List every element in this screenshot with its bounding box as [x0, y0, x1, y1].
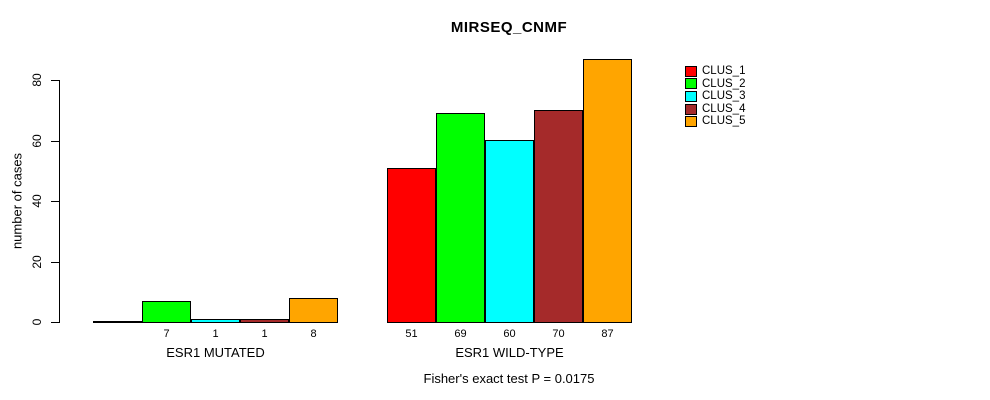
y-axis-tick [51, 80, 59, 81]
chart-title: MIRSEQ_CNMF [450, 19, 568, 36]
legend-swatch-clus_2 [685, 78, 697, 90]
y-axis-tick-label: 60 [30, 134, 44, 148]
y-axis-tick-label: 0 [30, 318, 44, 326]
legend-label-clus_1: CLUS_1 [702, 65, 746, 77]
bar-clus-2-esr1-wild-type [436, 113, 485, 323]
y-axis-line [59, 80, 60, 323]
y-axis-label: number of cases [9, 152, 25, 250]
bar-clus-5-esr1-wild-type [583, 59, 632, 323]
bar-clus-3-esr1-mutated [191, 319, 240, 323]
group-label-esr1-wild-type: ESR1 WILD-TYPE [455, 345, 564, 360]
y-axis-tick [51, 201, 59, 202]
legend-swatch-clus_1 [685, 65, 697, 77]
bar-value-label: 70 [552, 328, 565, 340]
legend-row-clus_1: CLUS_1 [685, 65, 745, 78]
bar-clus-3-esr1-wild-type [485, 140, 534, 323]
legend-label-clus_4: CLUS_4 [702, 102, 746, 115]
bar-value-label: 60 [503, 328, 516, 340]
bar-clus-4-esr1-mutated [240, 319, 289, 323]
bar-value-label: 87 [601, 328, 614, 340]
y-axis-tick [51, 322, 59, 323]
bar-clus-1-esr1-wild-type [387, 168, 436, 323]
bar-clus-5-esr1-mutated [289, 298, 338, 323]
legend-row-clus_5: CLUS_5 [685, 115, 745, 128]
legend-row-clus_2: CLUS_2 [685, 78, 745, 91]
bar-clus-4-esr1-wild-type [534, 110, 583, 323]
bar-value-label: 69 [454, 328, 467, 340]
legend-row-clus_4: CLUS_4 [685, 103, 745, 116]
annotation-fisher-test: Fisher's exact test P = 0.0175 [423, 371, 595, 386]
bar-value-label: 7 [163, 328, 170, 340]
y-axis-tick [51, 262, 59, 263]
y-axis-tick [51, 141, 59, 142]
legend-swatch-clus_3 [685, 90, 697, 102]
legend: CLUS_1 CLUS_2 CLUS_3 CLUS_4 CLUS_5 [685, 65, 745, 128]
bar-clus-2-esr1-mutated [142, 301, 191, 323]
bar-value-label: 1 [212, 328, 219, 340]
bar-clus-1-esr1-mutated [93, 321, 142, 323]
bar-value-label: 1 [261, 328, 268, 340]
y-axis-tick-label: 80 [30, 73, 44, 87]
legend-label-clus_2: CLUS_2 [702, 77, 746, 90]
legend-swatch-clus_5 [685, 116, 697, 128]
legend-label-clus_5: CLUS_5 [702, 115, 746, 128]
legend-label-clus_3: CLUS_3 [702, 90, 746, 103]
group-label-esr1-mutated: ESR1 MUTATED [166, 345, 265, 360]
y-axis-tick-label: 40 [30, 194, 44, 208]
bar-value-label: 51 [405, 328, 418, 340]
legend-swatch-clus_4 [685, 103, 697, 115]
bar-value-label: 8 [310, 328, 317, 340]
y-axis-tick-label: 20 [30, 255, 44, 269]
legend-row-clus_3: CLUS_3 [685, 90, 745, 103]
